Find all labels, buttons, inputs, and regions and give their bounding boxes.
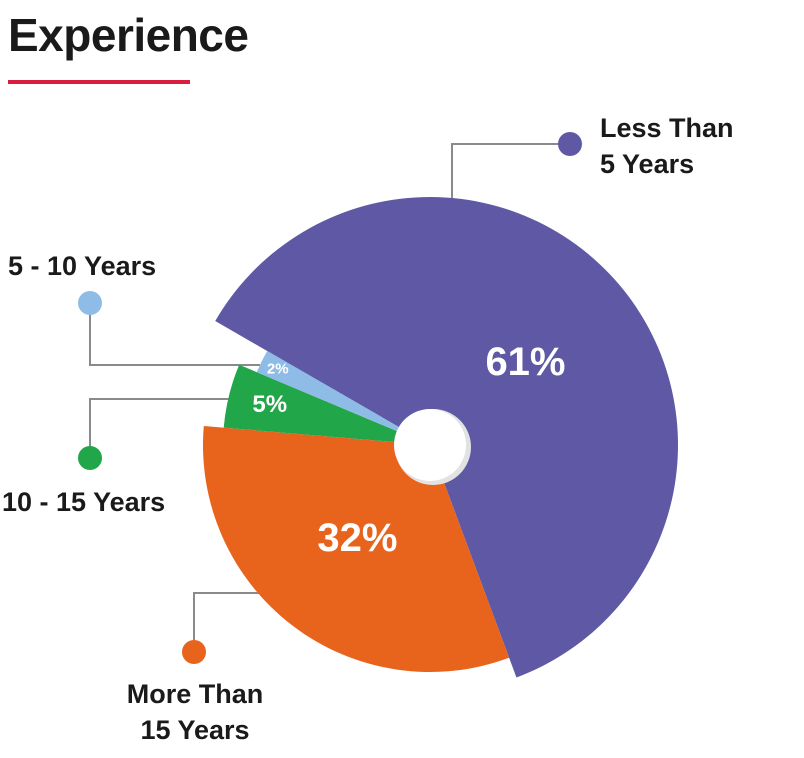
legend-label-line1: Less Than [600, 113, 734, 143]
percentage-labels: 61% 32% 5% 2% [252, 340, 565, 560]
legend-dot [558, 132, 582, 156]
legend-dot [78, 291, 102, 315]
center-hole [394, 409, 471, 485]
pie-percent-label: 2% [267, 360, 289, 377]
leader-line-10-15-years [89, 398, 230, 458]
legend-dots [78, 132, 582, 664]
legend-label-line2: 5 Years [600, 149, 695, 179]
legend-label-line2: 15 Years [140, 715, 250, 745]
pie-percent-label: 61% [485, 340, 565, 384]
legend-label-10-15-years: 10 - 15 Years [2, 487, 166, 517]
pie-percent-label: 5% [252, 391, 287, 418]
pie-slice-5-10-years [256, 351, 430, 445]
legend-dot [182, 640, 206, 664]
pie-slice-10-15-years [223, 364, 430, 445]
leader-line-5-10-years [89, 303, 260, 366]
title-underline [8, 80, 190, 84]
legend-label-more-than-15-years: More Than 15 Years [95, 676, 295, 748]
pie-slice-more-than-15-years [202, 426, 510, 672]
chart-title: Experience [8, 9, 249, 61]
legend-label-less-than-5-years: Less Than 5 Years [600, 110, 734, 182]
legend-label-5-10-years: 5 - 10 Years [8, 251, 157, 281]
center-hole-circle [394, 409, 466, 481]
pie-percent-label: 32% [317, 516, 397, 560]
legend-label-line1: More Than [126, 679, 264, 709]
legend-dot [78, 446, 102, 470]
